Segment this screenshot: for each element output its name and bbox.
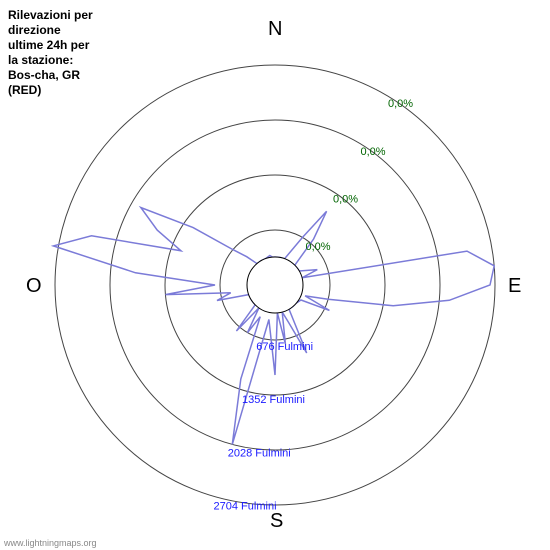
svg-text:1352 Fulmini: 1352 Fulmini [242,394,305,406]
svg-text:0,0%: 0,0% [333,193,358,205]
svg-text:2704 Fulmini: 2704 Fulmini [214,500,277,512]
svg-text:0,0%: 0,0% [306,241,331,253]
compass-s: S [270,510,283,533]
polar-chart: 0,0% 0,0% 0,0% 0,0% 676 Fulmini 1352 Fulmini 2… [0,0,550,550]
compass-w: O [26,275,42,298]
svg-text:2028 Fulmini: 2028 Fulmini [228,447,291,459]
svg-text:0,0%: 0,0% [361,146,386,158]
svg-text:0,0%: 0,0% [388,98,413,110]
compass-n: N [268,18,282,41]
svg-text:676 Fulmini: 676 Fulmini [256,341,313,353]
compass-e: E [508,275,521,298]
attribution: www.lightningmaps.org [4,538,97,548]
